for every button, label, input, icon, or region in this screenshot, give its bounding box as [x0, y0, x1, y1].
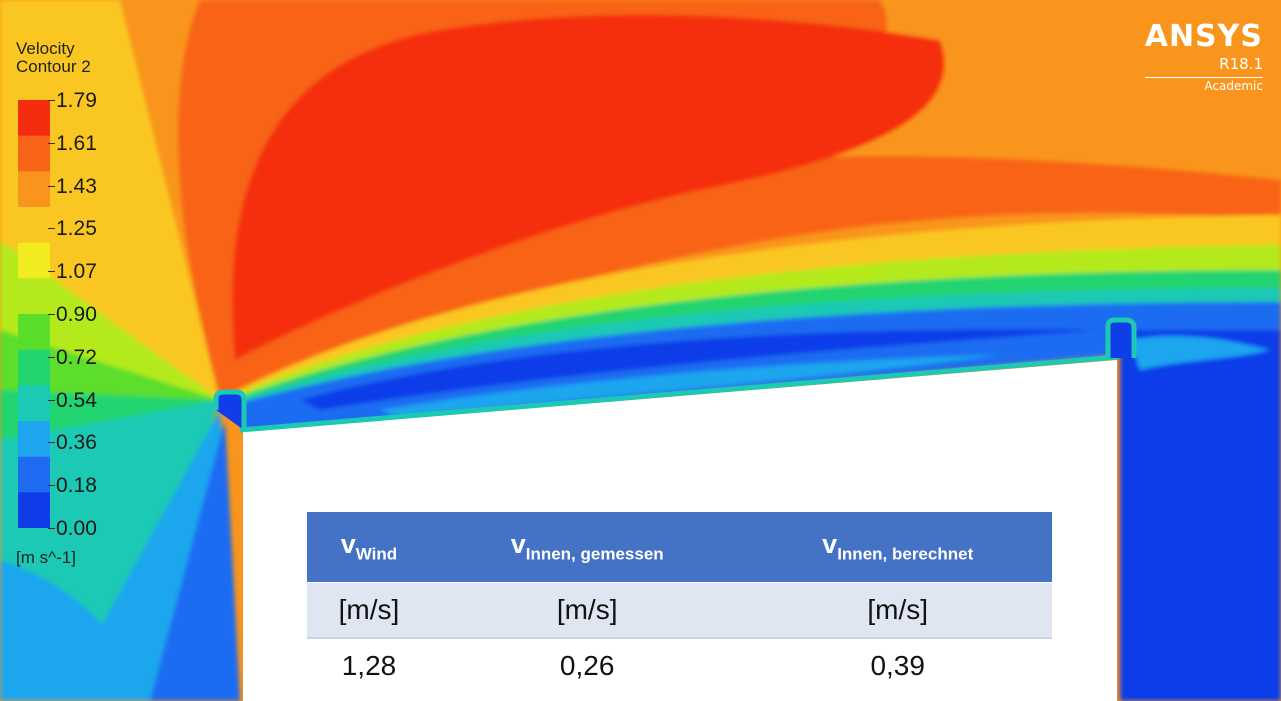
contour-recirculation-light [380, 355, 1000, 418]
legend-color-band [18, 100, 50, 137]
value-cell-v-wind: 1,28 [307, 637, 431, 693]
legend-color-band [18, 421, 50, 458]
legend-color-band [18, 349, 50, 386]
legend-tick-mark [48, 356, 55, 358]
unit-cell: [m/s] [743, 582, 1052, 638]
legend-tick-label: 1.43 [56, 174, 97, 198]
parapet-right [1105, 317, 1137, 358]
legend-title-line2: Contour 2 [16, 57, 91, 76]
legend-color-band [18, 135, 50, 172]
legend-colorbar [18, 100, 50, 528]
legend-color-band [18, 242, 50, 279]
brand-version: R18.1 [1219, 55, 1263, 73]
legend-tick-label: 1.61 [56, 131, 97, 155]
legend-unit: [m s^-1] [16, 548, 76, 567]
contour-band-left-blue [150, 420, 240, 701]
legend-tick-mark [48, 442, 55, 444]
legend-tick-mark [48, 528, 55, 529]
legend-color-band [18, 314, 50, 351]
legend-color-band [18, 207, 50, 244]
contour-shear-yellow [220, 215, 1281, 400]
legend-color-band [18, 171, 50, 208]
legend-tick-mark [48, 485, 55, 487]
legend-tick-label: 0.54 [56, 388, 97, 412]
header-subscript: Innen, gemessen [525, 544, 664, 564]
legend-tick-label: 0.90 [56, 303, 97, 326]
value-cell-v-innen-gemessen: 0,26 [430, 637, 744, 693]
contour-wake-light [1130, 335, 1270, 370]
contour-shear-lightgreen [222, 245, 1281, 402]
header-subscript: Innen, berechnet [837, 544, 974, 564]
contour-wake-right [1120, 330, 1281, 701]
legend-tick-label: 0.36 [56, 431, 97, 455]
header-symbol: v [510, 529, 526, 560]
legend-tick-mark [48, 271, 55, 273]
header-v-wind: vWind [307, 512, 431, 583]
unit-cell: [m/s] [307, 582, 431, 638]
header-symbol: v [822, 529, 838, 560]
header-v-innen-gemessen: vInnen, gemessen [430, 512, 744, 583]
contour-shear-green [224, 270, 1281, 404]
legend-tick-label: 0.18 [56, 474, 97, 498]
legend-tick-mark [48, 100, 55, 101]
legend-tick-label: 1.79 [56, 89, 97, 112]
table-unit-row: [m/s] [m/s] [m/s] [307, 582, 1052, 638]
unit-cell: [m/s] [430, 582, 744, 638]
legend-tick-mark [48, 314, 55, 315]
legend-tick-label: 1.25 [56, 217, 97, 241]
table-value-row: 1,28 0,26 0,39 [307, 637, 1052, 693]
table-header-row: vWind vInnen, gemessen vInnen, berechnet [307, 512, 1052, 583]
ansys-logo: ANSYS R18.1 Academic [1144, 19, 1263, 93]
legend-color-band [18, 278, 50, 315]
legend-tick-label: 0.00 [56, 517, 97, 540]
legend-tick-mark [48, 185, 55, 187]
header-subscript: Wind [355, 544, 398, 564]
legend-tick-label: 1.07 [56, 260, 97, 284]
brand-edition: Academic [1144, 77, 1263, 93]
parapet-left [213, 389, 247, 430]
legend-color-band [18, 385, 50, 422]
legend-color-band [18, 456, 50, 493]
roof-surface [239, 354, 1119, 433]
contour-ground-left [0, 560, 140, 701]
legend-tick-mark [48, 399, 55, 401]
legend-color-band [18, 492, 50, 528]
contour-recirculation-core [300, 329, 1100, 410]
contour-core-red [232, 14, 945, 360]
brand-name: ANSYS [1144, 19, 1263, 54]
header-v-innen-berechnet: vInnen, berechnet [743, 512, 1052, 583]
legend-tick-mark [48, 142, 55, 144]
legend-title-line1: Velocity [16, 39, 75, 58]
header-symbol: v [340, 529, 356, 560]
legend-tick-label: 0.72 [56, 345, 97, 369]
value-cell-v-innen-berechnet: 0,39 [743, 637, 1052, 693]
legend-tick-mark [48, 228, 55, 230]
results-table: vWind vInnen, gemessen vInnen, berechnet… [307, 512, 1052, 693]
contour-shear-cyan [226, 288, 1281, 406]
